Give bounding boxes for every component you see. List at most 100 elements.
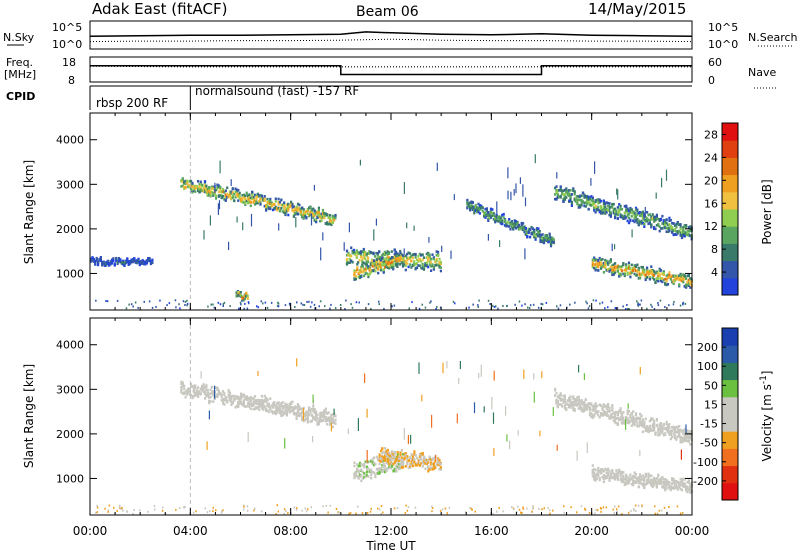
power-cell [483, 212, 486, 215]
velocity-cell [418, 362, 420, 374]
power-cell [298, 203, 301, 207]
velocity-cell [230, 397, 233, 400]
power-cell [637, 273, 640, 276]
power-cell [182, 300, 185, 303]
velocity-cell [474, 510, 476, 513]
velocity-cell [568, 404, 571, 408]
velocity-cell [496, 510, 498, 513]
velocity-cell [409, 463, 412, 466]
velocity-cell [382, 469, 385, 472]
power-cell [662, 271, 665, 275]
power-cell [653, 218, 656, 222]
velocity-cell [212, 506, 214, 509]
velocity-cell [579, 407, 582, 410]
power-cell [566, 191, 569, 195]
velocity-cell [689, 485, 692, 488]
power-cell [495, 305, 497, 308]
velocity-cell [223, 398, 226, 401]
x-tick-label: 16:00 [474, 524, 509, 538]
velocity-cell [252, 407, 255, 411]
power-cell [280, 207, 283, 210]
power-cell [662, 226, 665, 229]
velocity-cell [668, 426, 671, 429]
velocity-cell [687, 437, 690, 440]
velocity-cell [206, 391, 209, 395]
power-cell [534, 236, 537, 239]
velocity-cell [266, 402, 269, 406]
velocity-cell [242, 393, 245, 396]
power-cell [184, 185, 187, 189]
velocity-cell [548, 509, 551, 512]
velocity-cell [672, 479, 675, 483]
power-cell [403, 263, 406, 266]
velocity-cell [326, 412, 329, 415]
power-cell [407, 256, 410, 260]
velocity-cell [666, 424, 670, 427]
power-cell [357, 261, 360, 264]
power-cell [168, 302, 171, 305]
velocity-cell [653, 428, 656, 431]
power-cell [535, 228, 539, 232]
colorbar-swatch [722, 396, 738, 415]
velocity-cell [532, 505, 534, 508]
power-cell [199, 189, 202, 193]
cpid-label: CPID [6, 90, 35, 103]
power-cell [682, 273, 685, 276]
power-cell [646, 268, 649, 271]
power-cell [415, 258, 419, 261]
velocity-cell [197, 386, 200, 389]
power-cell [391, 264, 394, 267]
velocity-cell [253, 402, 257, 405]
power-cell [605, 208, 608, 211]
velocity-cell [298, 408, 301, 411]
velocity-cell [616, 417, 619, 420]
velocity-cell [331, 425, 334, 429]
velocity-ylabel: Slant Range [km] [22, 364, 36, 468]
power-cell [634, 206, 638, 210]
velocity-cell [680, 488, 684, 492]
power-cell [190, 182, 193, 186]
power-cell [531, 227, 534, 230]
power-cell [641, 221, 644, 225]
power-cell [498, 220, 501, 223]
velocity-cell [615, 421, 618, 425]
power-cell [388, 262, 391, 265]
power-cell [357, 275, 360, 279]
power-cell [417, 255, 420, 258]
velocity-cell [608, 409, 611, 412]
velocity-cell [399, 466, 402, 470]
velocity-cell [299, 407, 302, 411]
power-cell [379, 268, 383, 272]
power-cell [672, 280, 675, 283]
velocity-cell [651, 479, 654, 483]
power-cell [524, 233, 527, 236]
power-cell [383, 307, 385, 310]
power-cell [529, 304, 532, 307]
velocity-cell [228, 399, 232, 402]
power-cell [653, 308, 656, 310]
power-cell [219, 303, 222, 306]
power-cell [590, 195, 593, 198]
velocity-cell [644, 475, 647, 478]
power-cell [310, 212, 313, 215]
power-cell [92, 259, 95, 262]
power-cell [207, 305, 209, 308]
power-cell [243, 307, 245, 310]
velocity-cell [665, 482, 668, 486]
power-cell [428, 263, 431, 266]
power-cell [666, 223, 670, 227]
power-cell [384, 260, 387, 263]
velocity-cell [278, 407, 282, 410]
velocity-cell [602, 480, 605, 484]
power-cell [620, 208, 624, 211]
power-cell [622, 216, 625, 220]
power-cell [115, 259, 118, 263]
power-cell [598, 198, 601, 202]
power-cell [545, 239, 548, 242]
power-cell [159, 299, 161, 302]
power-cell [675, 274, 678, 278]
velocity-cell [678, 483, 681, 486]
power-cell [127, 263, 130, 266]
velocity-cell [559, 397, 562, 401]
